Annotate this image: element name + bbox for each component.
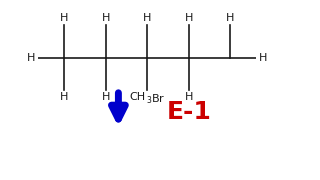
Text: H: H [226, 13, 235, 23]
Text: H: H [60, 13, 68, 23]
Text: H: H [185, 92, 193, 102]
Text: $_3$Br: $_3$Br [146, 92, 165, 106]
Text: H: H [259, 53, 268, 63]
Text: E-1: E-1 [166, 100, 211, 124]
Text: H: H [143, 13, 151, 23]
Text: H: H [185, 13, 193, 23]
Text: H: H [101, 92, 110, 102]
Text: H: H [101, 13, 110, 23]
Text: H: H [27, 53, 35, 63]
Text: CH: CH [130, 92, 146, 102]
Text: H: H [60, 92, 68, 102]
